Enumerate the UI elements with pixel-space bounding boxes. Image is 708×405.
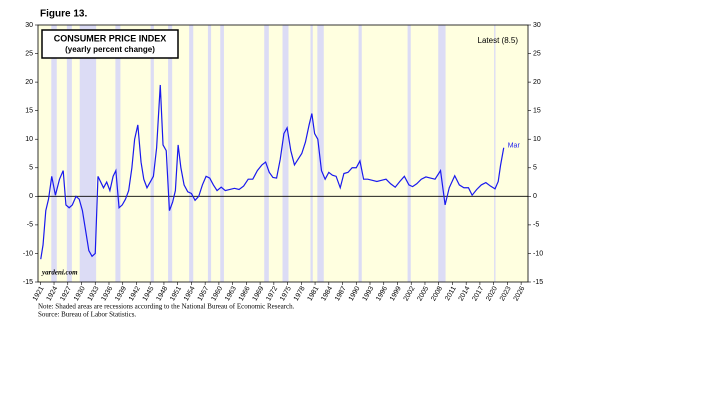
y-tick-label: 30 — [25, 22, 33, 29]
x-tick-label: 1930 — [73, 285, 87, 302]
recession-band — [115, 25, 121, 282]
end-label: Mar — [508, 143, 521, 150]
x-tick-label: 2008 — [430, 285, 444, 302]
x-tick-label: 2011 — [444, 285, 458, 302]
y2-tick-label: 5 — [533, 165, 537, 172]
x-tick-label: 1936 — [100, 285, 114, 302]
source: Source: Bureau of Labor Statistics. — [38, 311, 136, 319]
recession-band — [150, 25, 154, 282]
annotation: Latest (8.5) — [478, 36, 519, 45]
x-tick-label: 1963 — [224, 285, 238, 302]
chart-subtitle: (yearly percent change) — [65, 45, 155, 54]
x-tick-label: 2026 — [513, 285, 527, 302]
x-tick-label: 1951 — [169, 285, 183, 302]
recession-band — [358, 25, 362, 282]
recession-band — [407, 25, 411, 282]
x-tick-label: 2017 — [471, 285, 485, 302]
recession-band — [66, 25, 72, 282]
x-tick-label: 1954 — [183, 285, 197, 302]
chart-title: CONSUMER PRICE INDEX — [54, 33, 167, 43]
recession-band — [494, 25, 496, 282]
recession-band — [310, 25, 313, 282]
y2-tick-label: 0 — [533, 193, 537, 200]
x-tick-label: 2005 — [416, 285, 430, 302]
y2-tick-label: 15 — [533, 108, 541, 115]
x-tick-label: 1999 — [389, 285, 403, 302]
recession-band — [51, 25, 57, 282]
x-tick-label: 1942 — [128, 285, 142, 302]
x-tick-label: 1966 — [238, 285, 252, 302]
recession-band — [317, 25, 324, 282]
recession-band — [207, 25, 212, 282]
x-tick-label: 1996 — [375, 285, 389, 302]
x-tick-label: 1975 — [279, 285, 293, 302]
x-tick-label: 1945 — [142, 285, 156, 302]
y-tick-label: 0 — [29, 193, 33, 200]
plot-border — [37, 24, 529, 283]
x-tick-label: 1939 — [114, 285, 128, 302]
y2-tick-label: 20 — [533, 79, 541, 86]
y2-tick-label: -15 — [533, 279, 543, 286]
y2-tick-label: -10 — [533, 250, 543, 257]
x-tick-label: 2020 — [485, 285, 499, 302]
y-tick-label: 5 — [29, 165, 33, 172]
watermark: yardeni.com — [41, 269, 78, 277]
y2-tick-label: -5 — [533, 222, 539, 229]
recession-band — [220, 25, 224, 282]
y-tick-label: 25 — [25, 50, 33, 57]
y-tick-label: -10 — [23, 250, 33, 257]
title-box: CONSUMER PRICE INDEX (yearly percent chan… — [41, 29, 179, 59]
x-tick-label: 1948 — [155, 285, 169, 302]
recession-band — [264, 25, 269, 282]
y-tick-label: 15 — [25, 108, 33, 115]
x-tick-label: 1984 — [320, 285, 334, 302]
recession-band — [438, 25, 446, 282]
recession-band — [189, 25, 194, 282]
x-tick-label: 2023 — [499, 285, 513, 302]
x-tick-label: 1924 — [46, 285, 60, 302]
x-tick-label: 1978 — [293, 285, 307, 302]
x-tick-label: 1957 — [197, 285, 211, 302]
x-tick-label: 1960 — [210, 285, 224, 302]
cpi-line — [40, 84, 505, 260]
x-tick-label: 1927 — [59, 285, 73, 302]
recession-band — [168, 25, 173, 282]
x-tick-label: 1972 — [265, 285, 279, 302]
x-tick-label: 1990 — [348, 285, 362, 302]
recession-band — [282, 25, 289, 282]
y-tick-label: 10 — [25, 136, 33, 143]
x-tick-label: 1933 — [87, 285, 101, 302]
x-tick-label: 2002 — [403, 285, 417, 302]
x-tick-label: 2014 — [458, 285, 472, 302]
y2-tick-label: 30 — [533, 22, 541, 29]
x-tick-label: 1969 — [252, 285, 266, 302]
y2-tick-label: 10 — [533, 136, 541, 143]
title-box-frame — [41, 29, 179, 59]
y-tick-label: -5 — [27, 222, 33, 229]
figure-label: Figure 13. — [40, 9, 87, 20]
y2-tick-label: 25 — [533, 50, 541, 57]
y-tick-label: -15 — [23, 279, 33, 286]
x-tick-label: 1981 — [307, 285, 321, 302]
note: Note: Shaded areas are recessions accord… — [38, 303, 295, 311]
x-tick-label: 1993 — [361, 285, 375, 302]
x-tick-label: 1987 — [334, 285, 348, 302]
y-tick-label: 20 — [25, 79, 33, 86]
x-tick-label: 1921 — [32, 285, 46, 302]
